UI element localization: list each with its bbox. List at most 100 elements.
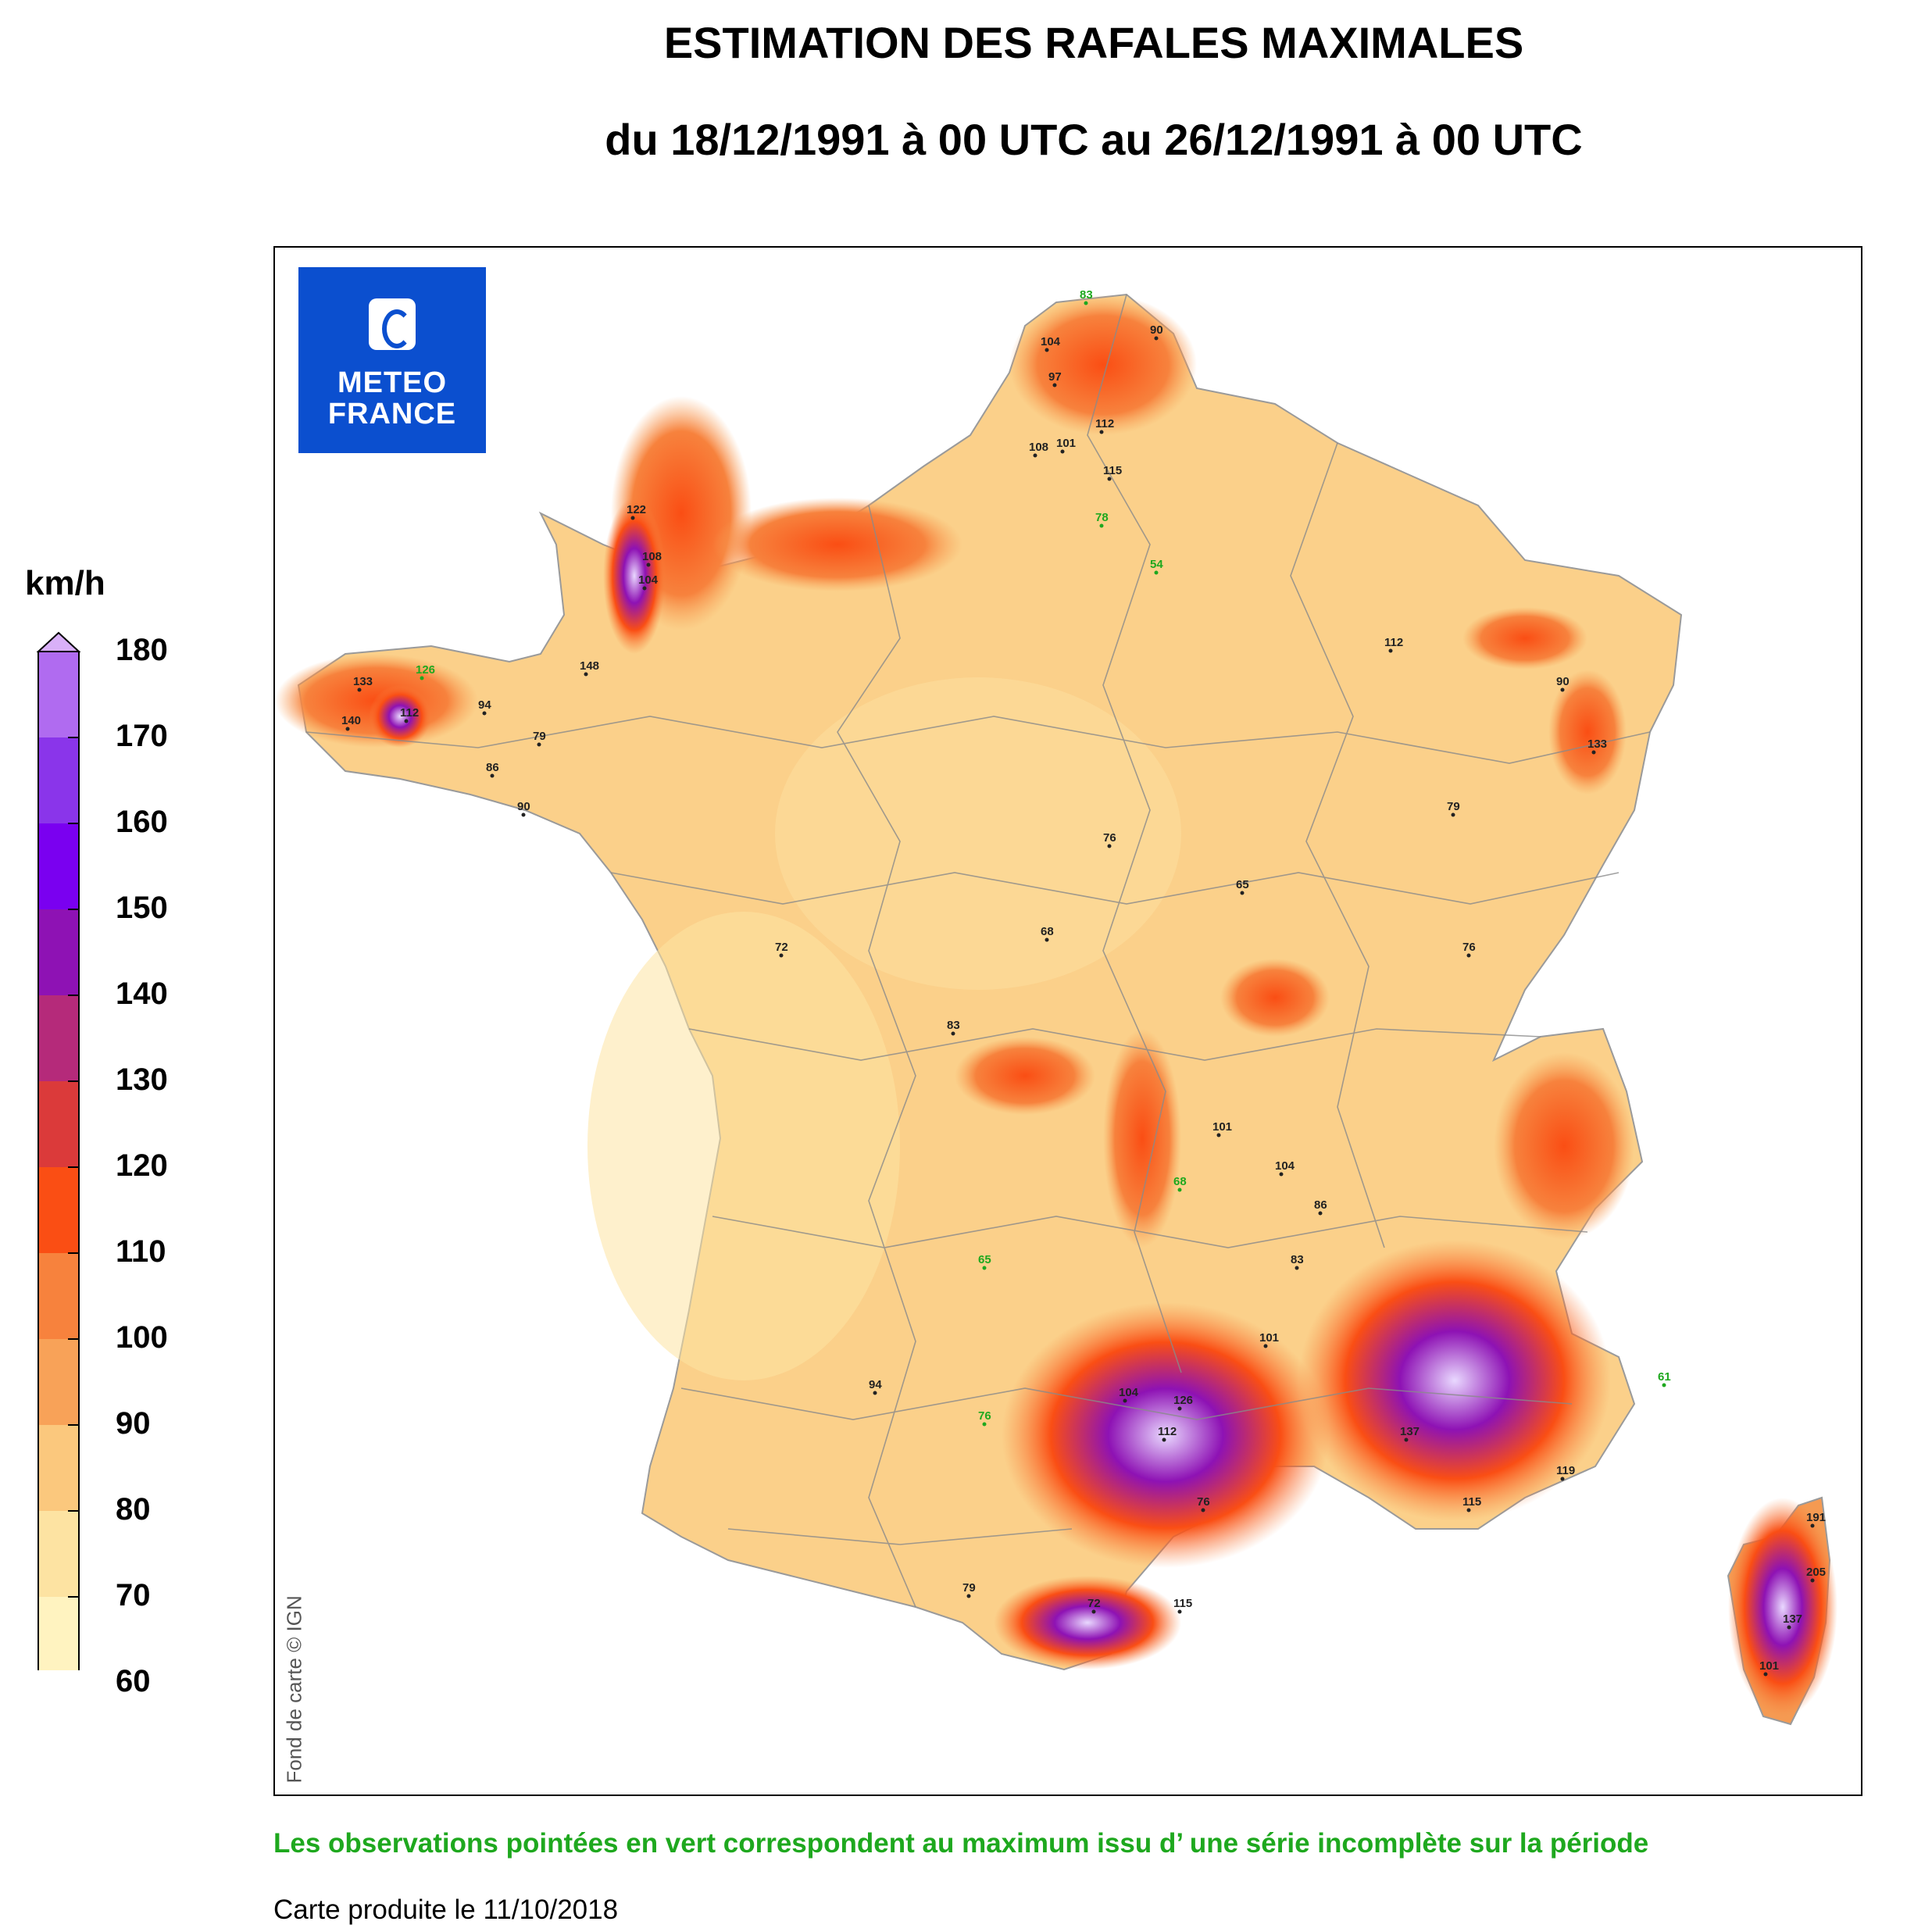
station-value: 108 [642,550,662,563]
station-dot [1045,937,1049,942]
station-dot [1216,1133,1221,1137]
station-value: 101 [1759,1659,1779,1673]
station-dot [1787,1625,1791,1630]
station-dot [345,727,350,731]
map-credit: Fond de carte © IGN [282,1595,306,1784]
station-value: 78 [1095,511,1109,524]
station-dot [1466,1508,1471,1512]
station-dot [1177,1609,1182,1614]
station-value: 191 [1806,1511,1826,1524]
station-value: 72 [775,941,788,954]
map-frame: 83 104 90 97 112 115 108 101 122 108 104 133 126 148 1… [273,246,1862,1796]
legend-tick-label: 70 [116,1578,151,1612]
station-dot [1295,1266,1299,1270]
station-value: 76 [1103,831,1116,845]
legend-tick-label: 140 [116,977,168,1011]
legend-color-step [38,1511,79,1597]
legend-color-step [38,1425,79,1511]
station-dot [1466,953,1471,958]
station-value: 122 [627,503,646,516]
station-value: 126 [1173,1394,1193,1407]
station-dot [1154,570,1159,575]
station-value: 68 [1041,925,1054,938]
station-value: 115 [1173,1597,1192,1610]
station-dot [1263,1344,1268,1348]
station-value: 140 [341,714,361,727]
station-value: 61 [1658,1370,1671,1384]
legend-color-step [38,1081,79,1167]
station-dot [1052,383,1057,387]
meteo-france-logo-icon [369,298,416,350]
map-subtitle: du 18/12/1991 à 00 UTC au 26/12/1991 à 0… [605,115,1583,164]
station-dot [1662,1383,1666,1387]
station-dot [521,812,526,817]
station-value: 148 [580,659,599,673]
station-value: 119 [1556,1464,1575,1477]
station-value: 112 [1384,636,1403,649]
station-value: 104 [638,573,659,587]
station-dot [966,1594,971,1598]
station-value: 133 [353,675,373,688]
legend-tick-label: 80 [116,1492,151,1527]
legend-tick-label: 170 [116,719,168,753]
station-value: 65 [1236,878,1249,891]
station-value: 83 [1291,1253,1304,1266]
legend-tick-label: 160 [116,805,168,839]
legend-tick-label: 60 [116,1664,151,1698]
legend-tick-label: 180 [116,633,168,667]
station-value: 137 [1783,1612,1802,1626]
wind-gust-map: 83 104 90 97 112 115 108 101 122 108 104 133 126 148 1… [275,288,1837,1726]
station-dot [1201,1508,1205,1512]
legend-tick-label: 150 [116,891,168,925]
station-dot [490,773,495,778]
legend-colorbar [36,631,81,1703]
station-value: 104 [1275,1159,1295,1173]
gust-areas [275,295,1837,1716]
station-dot [420,676,424,680]
station-dot [1107,477,1112,481]
station-dot [1099,523,1104,528]
station-dot [951,1031,955,1036]
station-value: 90 [517,800,530,813]
station-value: 90 [1556,675,1570,688]
station-value: 94 [869,1378,882,1391]
station-value: 126 [416,663,435,677]
station-value: 65 [978,1253,991,1266]
legend-color-step [38,1253,79,1339]
station-dot [1318,1211,1323,1216]
station-value: 72 [1087,1597,1101,1610]
station-dot [630,516,635,520]
station-dot [1404,1437,1409,1442]
legend-color-step [38,737,79,823]
station-dot [357,687,362,692]
station-dot [1240,891,1245,895]
color-legend [35,631,82,1703]
station-value: 94 [478,698,491,712]
station-dot [1177,1187,1182,1192]
station-value: 112 [1158,1425,1177,1438]
station-dot [1162,1437,1166,1442]
legend-tick-label: 100 [116,1320,168,1355]
station-dot [1810,1523,1815,1528]
station-value: 83 [947,1019,960,1032]
station-dot [1560,1477,1565,1481]
station-dot [1177,1406,1182,1411]
station-value: 76 [1197,1495,1210,1509]
station-dot [646,562,651,567]
station-dot [1763,1672,1768,1677]
station-dot [779,953,784,958]
station-dot [404,719,409,723]
station-value: 86 [1314,1198,1327,1212]
station-dot [1060,449,1065,454]
station-dot [1560,687,1565,692]
station-value: 104 [1119,1386,1139,1399]
station-value: 115 [1103,464,1122,477]
meteo-france-logo: METEO FRANCE [298,267,486,453]
station-value: 76 [978,1409,991,1423]
station-value: 101 [1212,1120,1232,1134]
station-dot [1091,1609,1096,1614]
station-dot [1388,648,1393,653]
station-dot [1084,301,1088,305]
legend-color-step [38,909,79,995]
map-title: ESTIMATION DES RAFALES MAXIMALES [663,18,1524,67]
